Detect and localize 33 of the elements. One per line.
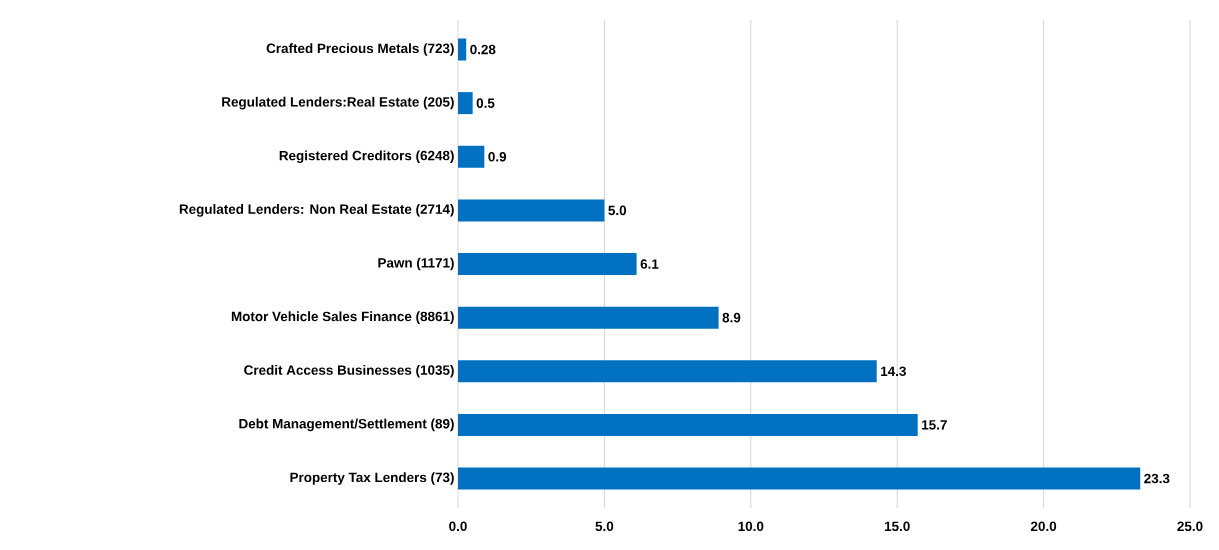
x-tick-label: 5.0 xyxy=(595,521,614,532)
y-tick-label: Pawn (1171) xyxy=(378,257,454,271)
data-label: 0.9 xyxy=(488,151,507,162)
y-tick-label: Crafted Precious Metals (723) xyxy=(266,43,454,56)
x-tick-label: 0.0 xyxy=(449,521,467,532)
data-label: 23.3 xyxy=(1144,473,1170,484)
data-label: 0.5 xyxy=(476,98,495,108)
y-tick-label: Motor Vehicle Sales Finance (8861) xyxy=(231,311,454,324)
bar xyxy=(458,467,1141,490)
data-label: 8.9 xyxy=(722,312,741,323)
y-tick-label: Property Tax Lenders (73) xyxy=(290,472,454,485)
x-tick-label: 10.0 xyxy=(738,521,764,532)
bar xyxy=(458,253,637,275)
x-tick-label: 20.0 xyxy=(1030,521,1057,532)
x-tick-label: 25.0 xyxy=(1177,521,1203,532)
bar xyxy=(458,306,719,329)
data-label: 14.3 xyxy=(881,366,906,377)
bar xyxy=(458,92,473,115)
y-tick-label: Credit Access Businesses (1035) xyxy=(244,364,454,378)
bar xyxy=(458,199,605,222)
bar xyxy=(458,145,485,168)
y-tick-label: Registered Creditors (6248) xyxy=(279,150,454,164)
y-tick-label: Debt Management/Settlement (89) xyxy=(239,418,454,432)
bar xyxy=(458,38,467,61)
data-label: 15.7 xyxy=(922,420,947,430)
data-label: 5.0 xyxy=(608,205,627,216)
x-tick-label: 15.0 xyxy=(884,521,910,532)
bar xyxy=(458,413,918,436)
data-label: 6.1 xyxy=(640,259,659,269)
y-tick-label: Regulated Lenders: Non Real Estate (2714) xyxy=(179,204,454,217)
y-tick-label: Regulated Lenders:Real Estate (205) xyxy=(222,96,454,110)
bar xyxy=(458,360,877,383)
data-label: 0.28 xyxy=(470,44,496,55)
